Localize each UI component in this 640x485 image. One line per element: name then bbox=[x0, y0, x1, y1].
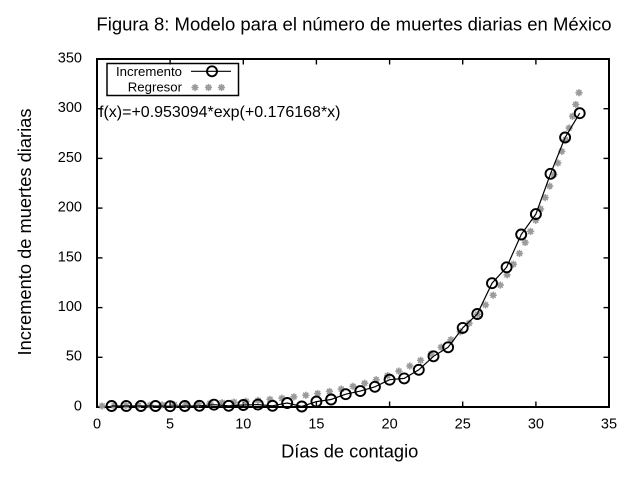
svg-text:30: 30 bbox=[528, 417, 544, 433]
svg-text:200: 200 bbox=[58, 200, 82, 216]
svg-text:250: 250 bbox=[58, 150, 82, 166]
svg-text:Días de contagio: Días de contagio bbox=[281, 441, 418, 462]
svg-text:0: 0 bbox=[93, 417, 101, 433]
svg-text:50: 50 bbox=[66, 349, 82, 365]
svg-text:Incremento de muertes diarias: Incremento de muertes diarias bbox=[14, 109, 35, 356]
svg-text:15: 15 bbox=[308, 417, 324, 433]
svg-text:35: 35 bbox=[601, 417, 617, 433]
svg-text:300: 300 bbox=[58, 100, 82, 116]
svg-text:Figura 8: Modelo para el númer: Figura 8: Modelo para el número de muert… bbox=[96, 14, 611, 35]
svg-text:350: 350 bbox=[58, 50, 82, 66]
svg-text:Regresor: Regresor bbox=[128, 80, 183, 95]
svg-text:100: 100 bbox=[58, 299, 82, 315]
svg-text:Incremento: Incremento bbox=[116, 64, 182, 79]
svg-text:5: 5 bbox=[166, 417, 174, 433]
svg-text:20: 20 bbox=[382, 417, 398, 433]
svg-text:25: 25 bbox=[455, 417, 471, 433]
svg-text:150: 150 bbox=[58, 249, 82, 265]
svg-text:0: 0 bbox=[74, 398, 82, 414]
svg-text:10: 10 bbox=[235, 417, 251, 433]
svg-text:f(x)=+0.953094*exp(+0.176168*x: f(x)=+0.953094*exp(+0.176168*x) bbox=[99, 104, 341, 121]
